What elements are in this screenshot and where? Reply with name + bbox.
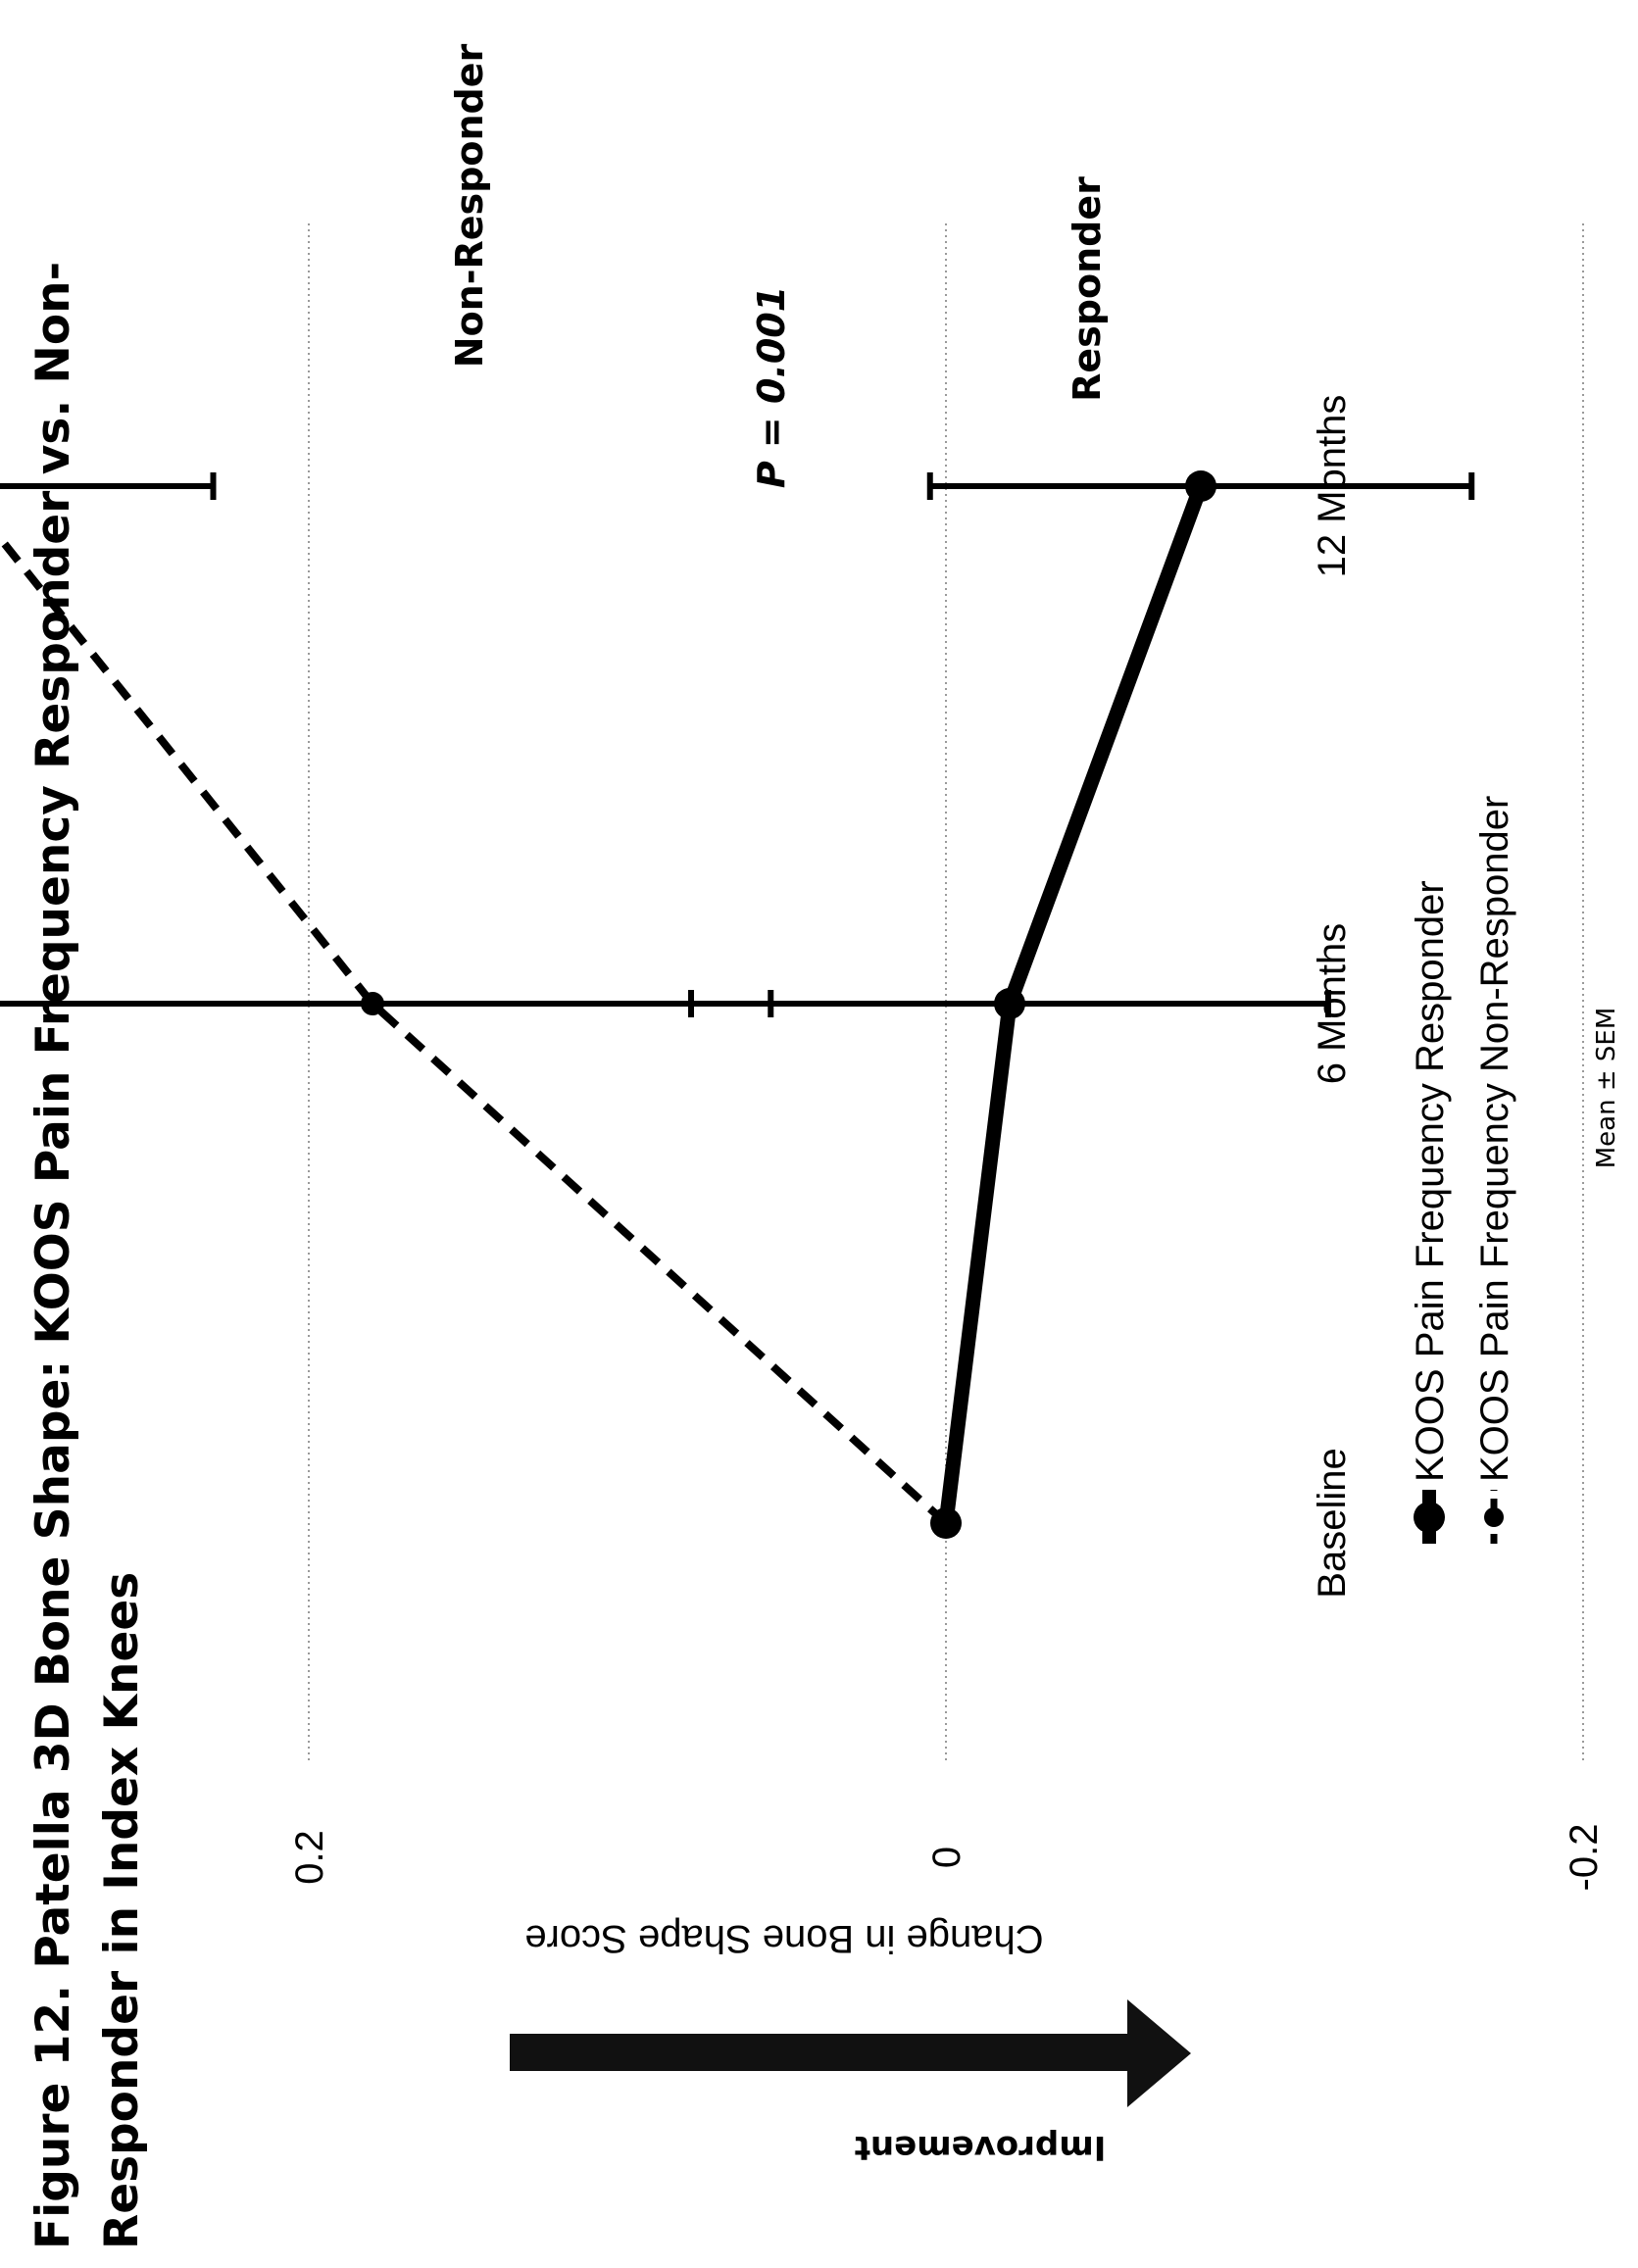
legend-swatch-non-responder	[1484, 1490, 1504, 1544]
non-responder-label: Non-Responder	[448, 44, 491, 369]
series	[0, 470, 1475, 1539]
data-point	[1185, 470, 1216, 502]
x-category-label: Baseline	[1311, 1448, 1354, 1598]
data-point	[994, 988, 1025, 1019]
mean-sem-note: Mean ± SEM	[1592, 1008, 1621, 1169]
series-line	[0, 531, 949, 1526]
y-axis-title: Change in Bone Shape Score	[524, 1917, 1043, 1960]
legend-swatch-responder	[1414, 1490, 1445, 1544]
y-tick-label: -0.2	[1563, 1824, 1606, 1892]
p-value-label: P = 0.001	[750, 286, 793, 488]
responder-label: Responder	[1066, 176, 1109, 402]
data-point	[361, 992, 384, 1015]
figure-title-line2: Responder in Index Knees	[95, 1572, 149, 2249]
legend-entry-responder: KOOS Pain Frequency Responder	[1409, 880, 1452, 1482]
figure-title-line1: Figure 12. Patella 3D Bone Shape: KOOS P…	[26, 262, 80, 2249]
data-point	[934, 1511, 958, 1535]
legend: KOOS Pain Frequency Responder KOOS Pain …	[1409, 796, 1516, 1544]
series-responder	[688, 470, 1475, 1539]
improvement-arrow	[510, 1999, 1191, 2107]
improvement-label: Improvement	[855, 2128, 1107, 2167]
y-tick-label: 0	[925, 1847, 968, 1868]
series-non-responder	[0, 472, 958, 1535]
y-tick-label: 0.2	[288, 1830, 331, 1885]
legend-entry-non-responder: KOOS Pain Frequency Non-Responder	[1473, 796, 1516, 1482]
y-tick-labels: 0.40.20-0.2	[288, 1824, 1606, 1892]
